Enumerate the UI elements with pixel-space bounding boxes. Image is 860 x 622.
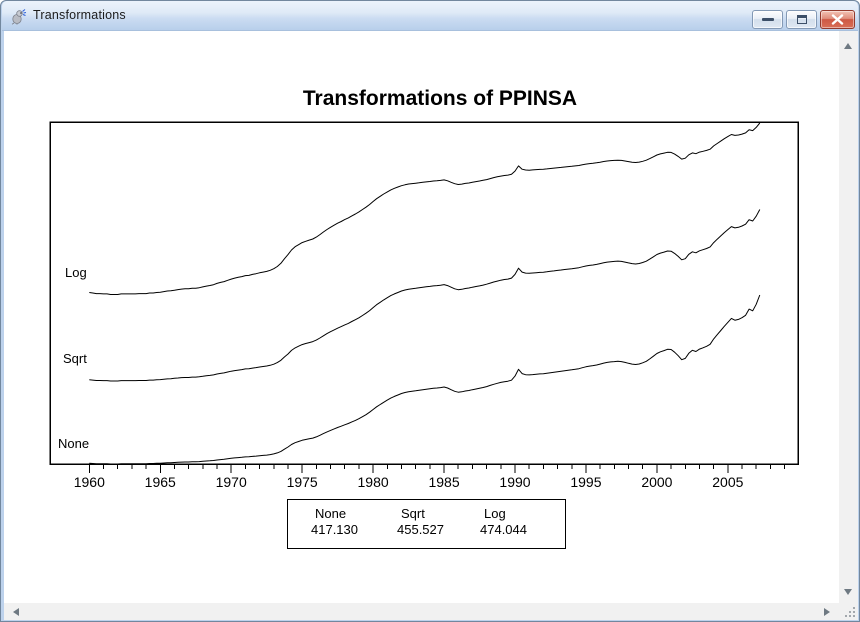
series-label-sqrt: Sqrt bbox=[63, 351, 87, 366]
x-tick-label: 1985 bbox=[428, 474, 459, 490]
legend-value: 474.044 bbox=[480, 522, 527, 537]
legend-label: Sqrt bbox=[401, 506, 425, 521]
legend-entry-log: Log 474.044 bbox=[480, 506, 527, 538]
series-line-sqrt bbox=[89, 209, 761, 382]
minimize-button[interactable] bbox=[752, 10, 783, 29]
resize-grip-dots bbox=[853, 615, 855, 617]
x-tick-label: 1995 bbox=[570, 474, 601, 490]
legend-label: Log bbox=[484, 506, 506, 521]
window-title: Transformations bbox=[33, 8, 126, 22]
series-line-none bbox=[89, 294, 761, 465]
restore-icon bbox=[796, 15, 807, 24]
legend-value: 455.527 bbox=[397, 522, 444, 537]
series-line-log bbox=[89, 122, 761, 295]
chart-title: Transformations of PPINSA bbox=[302, 87, 578, 110]
scroll-down-icon[interactable] bbox=[844, 589, 852, 595]
legend-value: 417.130 bbox=[311, 522, 358, 537]
x-tick-label: 2000 bbox=[641, 474, 672, 490]
window-controls bbox=[752, 10, 855, 29]
x-tick-label: 1990 bbox=[499, 474, 530, 490]
scroll-up-icon[interactable] bbox=[844, 43, 852, 49]
resize-grip[interactable] bbox=[839, 603, 858, 620]
chart-canvas: Transformations of PPINSA 1960 1965 1970 19… bbox=[4, 31, 839, 603]
x-tick-label: 1960 bbox=[74, 474, 105, 490]
minimize-icon bbox=[761, 18, 774, 21]
x-tick-label: 2005 bbox=[712, 474, 743, 490]
titlebar[interactable]: Transformations bbox=[2, 1, 858, 31]
x-tick-label: 1980 bbox=[358, 474, 389, 490]
horizontal-scrollbar[interactable] bbox=[4, 603, 839, 620]
x-tick-label: 1970 bbox=[216, 474, 247, 490]
app-icon-image bbox=[11, 9, 27, 25]
legend-box: None 417.130 Sqrt 455.527 Log 474.044 bbox=[287, 499, 566, 549]
close-button[interactable] bbox=[820, 10, 855, 29]
series-label-none: None bbox=[58, 436, 90, 451]
legend-label: None bbox=[315, 506, 347, 521]
x-tick-label: 1975 bbox=[287, 474, 318, 490]
x-tick-label: 1965 bbox=[145, 474, 176, 490]
restore-button[interactable] bbox=[786, 10, 817, 29]
legend-entry-sqrt: Sqrt 455.527 bbox=[397, 506, 444, 538]
plot-frame bbox=[49, 121, 799, 465]
legend-entry-none: None 417.130 bbox=[311, 506, 358, 538]
scroll-left-icon[interactable] bbox=[13, 608, 19, 616]
close-icon bbox=[831, 14, 844, 25]
vertical-scrollbar[interactable] bbox=[839, 31, 858, 603]
series-label-log: Log bbox=[65, 265, 87, 280]
client-area: Transformations of PPINSA 1960 1965 1970 19… bbox=[4, 31, 839, 603]
plot-area: 1960 1965 1970 1975 1980 1985 1990 1995 2000 2005 bbox=[49, 121, 799, 490]
scroll-right-icon[interactable] bbox=[824, 608, 830, 616]
app-icon bbox=[10, 8, 27, 25]
